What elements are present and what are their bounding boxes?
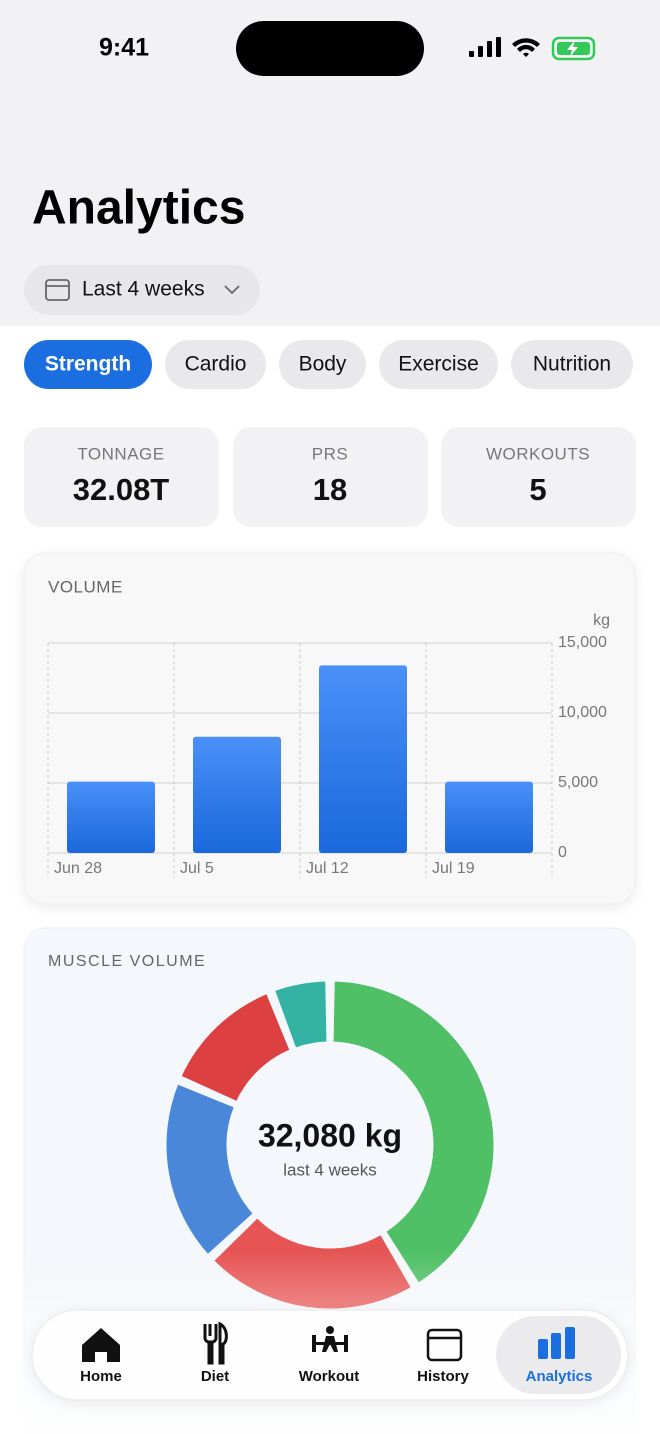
calendar-icon: [45, 279, 70, 301]
stat-value: 5: [529, 472, 546, 507]
x-tick-label: Jul 5: [180, 860, 214, 877]
filter-tab[interactable]: [279, 340, 366, 389]
nav-label[interactable]: Workout: [299, 1368, 360, 1385]
stat-label: WORKOUTS: [486, 444, 590, 463]
y-tick-label: 5,000: [558, 774, 598, 791]
donut-total: 32,080 kg: [258, 1117, 402, 1153]
filter-tab-label[interactable]: Strength: [45, 353, 131, 376]
bar: [67, 781, 155, 853]
stat-value: 18: [313, 472, 347, 507]
nav-label[interactable]: Analytics: [526, 1368, 593, 1385]
filter-tab[interactable]: [511, 340, 633, 389]
stat-value: 32.08T: [73, 472, 170, 507]
stat-label: TONNAGE: [77, 444, 164, 463]
chevron: [224, 285, 240, 295]
stat-label: PRS: [312, 444, 348, 463]
dynamic-island: [236, 21, 424, 76]
stat-card: [233, 427, 428, 527]
donut-caption: last 4 weeks: [283, 1160, 377, 1179]
bar: [193, 736, 281, 853]
filter-tab[interactable]: [379, 340, 498, 389]
y-tick-label: 10,000: [558, 704, 607, 721]
y-tick-label: 15,000: [558, 634, 607, 651]
y-unit: kg: [593, 612, 610, 629]
stat-card: [441, 427, 636, 527]
donut-segment: [271, 978, 330, 1051]
filter-tab-label[interactable]: Body: [299, 353, 347, 376]
tab-bar: [31, 1309, 629, 1401]
icon-bar: [565, 1327, 575, 1359]
x-tick-label: Jul 12: [306, 860, 349, 877]
bar: [445, 781, 533, 853]
x-tick-label: Jun 28: [54, 860, 102, 877]
filter-tab[interactable]: [24, 340, 152, 389]
donut-segment: [163, 1081, 256, 1258]
x-tick-label: Jul 19: [432, 860, 475, 877]
nav-label[interactable]: History: [417, 1368, 469, 1385]
filter-tab-label[interactable]: Exercise: [398, 353, 479, 376]
card-title: MUSCLE VOLUME: [48, 953, 206, 970]
filter-tab[interactable]: [165, 340, 266, 389]
filter-tab-label[interactable]: Nutrition: [533, 353, 611, 376]
range-picker[interactable]: [24, 265, 260, 315]
page-title: Analytics: [32, 182, 245, 235]
nav-icons: [82, 1321, 575, 1365]
donut-segment: [178, 990, 293, 1105]
card-title: VOLUME: [48, 577, 123, 596]
range-label[interactable]: Last 4 weeks: [82, 278, 205, 301]
filter-tab-label[interactable]: Cardio: [185, 353, 247, 376]
nav-label[interactable]: Diet: [201, 1368, 229, 1385]
stat-card: [24, 427, 219, 527]
y-tick-label: 0: [558, 844, 567, 861]
nav-label[interactable]: Home: [80, 1368, 122, 1385]
icon-bar: [538, 1339, 548, 1359]
status-time: 9:41: [99, 34, 149, 62]
icon-bar: [551, 1333, 561, 1359]
analytics-icon: [538, 1327, 575, 1359]
status-icons: [469, 36, 596, 61]
bar: [319, 665, 407, 853]
